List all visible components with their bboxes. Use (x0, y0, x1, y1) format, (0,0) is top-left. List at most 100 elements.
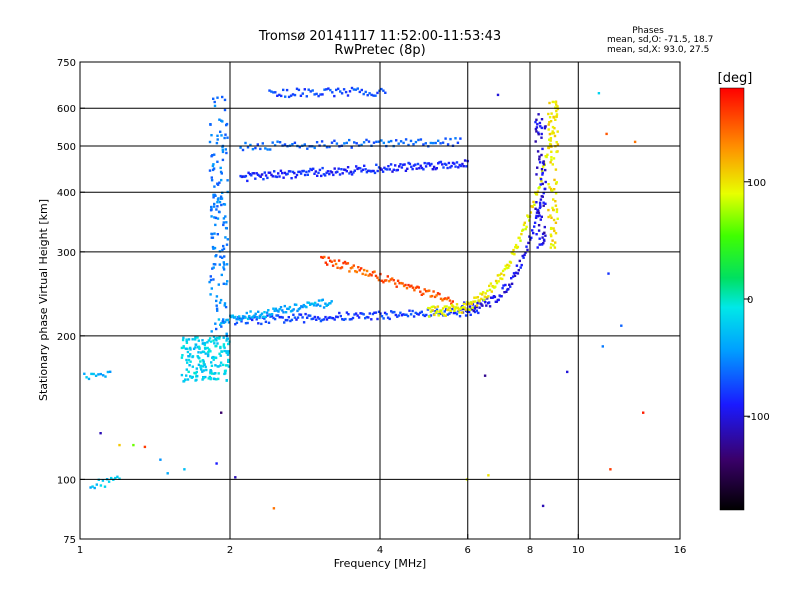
trace-point (330, 260, 333, 263)
trace-point (317, 171, 320, 174)
trace-point (246, 317, 250, 321)
trace-point (335, 315, 338, 318)
trace-point (218, 118, 221, 121)
trace-point (395, 169, 398, 172)
trace-point (388, 280, 391, 283)
trace-point (215, 208, 218, 211)
trace-point (316, 316, 320, 319)
trace-point (319, 319, 323, 323)
trace-point (212, 335, 216, 338)
trace-point (416, 162, 420, 166)
trace-point (556, 217, 559, 220)
trace-point (541, 173, 544, 176)
trace-point (210, 287, 213, 290)
trace-point (537, 224, 541, 227)
trace-point (507, 266, 510, 269)
trace-point (539, 205, 542, 208)
trace-point (317, 299, 321, 302)
trace-point (521, 228, 525, 231)
trace-point (222, 217, 226, 220)
trace-point (202, 362, 205, 365)
trace-point (208, 348, 211, 352)
trace-point (212, 266, 215, 269)
trace-point (313, 93, 316, 96)
trace-point (459, 164, 463, 168)
trace-point (543, 225, 546, 229)
trace-point (216, 138, 219, 141)
trace-point (414, 311, 417, 315)
trace-point (299, 94, 303, 97)
trace-point (212, 278, 215, 281)
trace-point (116, 475, 119, 478)
trace-point (216, 336, 219, 340)
trace-point (339, 267, 342, 270)
trace-point (225, 221, 228, 224)
trace-point (554, 101, 557, 104)
trace-point (215, 141, 219, 145)
trace-point (220, 172, 223, 175)
trace-point (336, 315, 339, 319)
trace-point (396, 168, 399, 172)
trace-point (555, 150, 558, 154)
trace-point (453, 309, 456, 312)
trace-point (206, 354, 210, 358)
trace-point (352, 171, 355, 174)
trace-point (391, 170, 394, 173)
trace-point (549, 137, 553, 140)
trace-point (284, 95, 287, 98)
trace-point (407, 161, 410, 165)
trace-point (359, 167, 362, 170)
isolated-point (159, 458, 162, 461)
trace-point (220, 203, 223, 207)
trace-point (226, 353, 230, 356)
trace-point (227, 358, 230, 362)
trace-point (330, 300, 333, 303)
trace-point (315, 141, 319, 144)
trace-point (247, 171, 250, 174)
trace-point (452, 311, 456, 315)
trace-point (443, 162, 447, 166)
trace-point (333, 167, 336, 170)
trace-point (214, 216, 218, 220)
trace-point (392, 168, 395, 171)
trace-point (364, 168, 367, 171)
trace-point (185, 374, 188, 377)
trace-point (446, 313, 449, 316)
trace-point (482, 298, 486, 301)
x-tick-label: 2 (227, 545, 233, 556)
trace-point (275, 314, 278, 317)
trace-point (535, 118, 538, 121)
trace-point (367, 169, 370, 172)
trace-point (184, 378, 187, 381)
trace-point (552, 218, 556, 222)
trace-point (274, 307, 278, 310)
trace-point (180, 373, 184, 377)
trace-point (422, 143, 425, 146)
trace-point (374, 274, 378, 278)
trace-point (547, 112, 550, 116)
trace-point (209, 293, 212, 296)
trace-point (218, 301, 222, 304)
trace-point (217, 197, 220, 200)
trace-point (222, 282, 225, 285)
trace-point (276, 140, 279, 143)
trace-point (365, 171, 369, 174)
trace-point (437, 139, 440, 142)
trace-point (422, 292, 425, 296)
trace-point (387, 140, 390, 144)
trace-point (260, 312, 264, 315)
trace-point (382, 281, 385, 284)
trace-point (359, 312, 362, 315)
trace-point (311, 302, 314, 305)
trace-point (217, 372, 220, 375)
trace-point (216, 182, 219, 185)
colorbar-tick-label: 100 (747, 178, 766, 189)
trace-point (510, 277, 513, 280)
trace-point (210, 232, 213, 236)
trace-point (225, 379, 228, 382)
trace-point (542, 160, 545, 163)
trace-point (353, 313, 356, 316)
trace-point (275, 175, 279, 179)
trace-point (208, 280, 211, 284)
trace-point (314, 301, 317, 305)
